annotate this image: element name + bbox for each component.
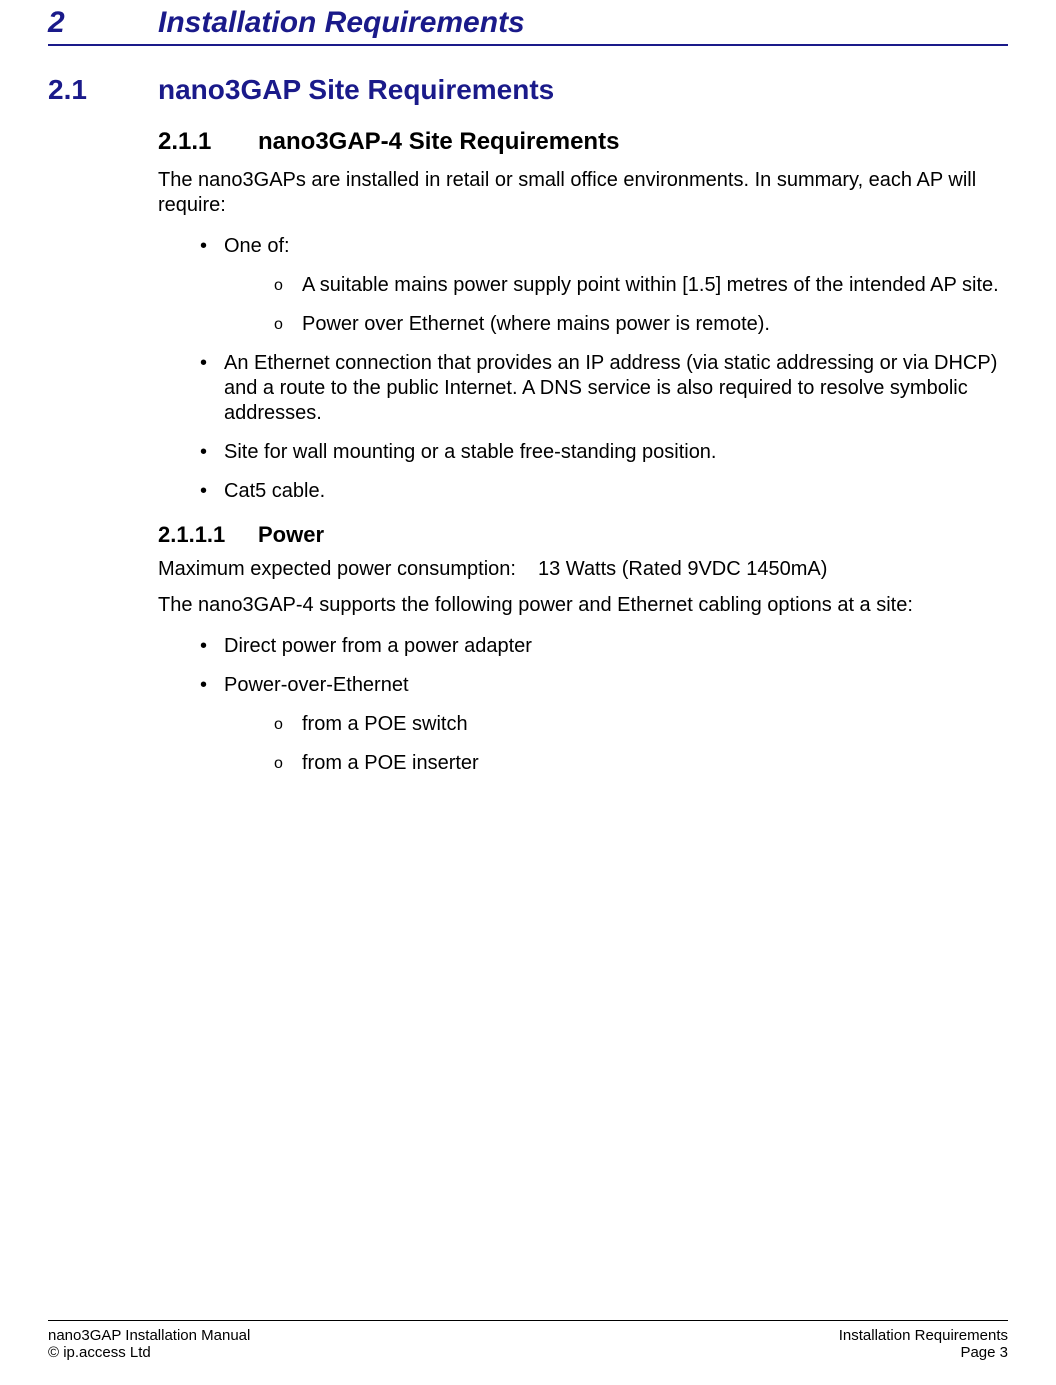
intro-paragraph: The nano3GAPs are installed in retail or… <box>158 168 1008 218</box>
sub-list: from a POE switch from a POE inserter <box>274 712 1008 776</box>
subsubsection-number: 2.1.1.1 <box>158 522 258 548</box>
page-footer: nano3GAP Installation Manual © ip.access… <box>48 1320 1008 1385</box>
list-item: Direct power from a power adapter <box>200 634 1008 659</box>
power-value: 13 Watts (Rated 9VDC 1450mA) <box>538 558 827 581</box>
list-item: Power-over-Ethernet from a POE switch fr… <box>200 673 1008 776</box>
sub-list-item: A suitable mains power supply point with… <box>274 273 1008 298</box>
section-heading: 2.1 nano3GAP Site Requirements <box>48 74 1008 106</box>
requirements-list: One of: A suitable mains power supply po… <box>200 234 1008 504</box>
list-item: One of: A suitable mains power supply po… <box>200 234 1008 337</box>
footer-section-title: Installation Requirements <box>839 1327 1008 1344</box>
chapter-title: Installation Requirements <box>158 6 525 40</box>
list-item: An Ethernet connection that provides an … <box>200 351 1008 426</box>
chapter-heading: 2 Installation Requirements <box>48 0 1008 46</box>
sub-list: A suitable mains power supply point with… <box>274 273 1008 337</box>
chapter-number: 2 <box>48 6 158 40</box>
sub-list-item: from a POE inserter <box>274 751 1008 776</box>
sub-list-item: Power over Ethernet (where mains power i… <box>274 312 1008 337</box>
subsubsection-heading: 2.1.1.1 Power <box>158 522 1008 548</box>
list-item: Site for wall mounting or a stable free-… <box>200 440 1008 465</box>
page-container: 2 Installation Requirements 2.1 nano3GAP… <box>0 0 1056 1385</box>
section-number: 2.1 <box>48 74 158 106</box>
power-options-list: Direct power from a power adapter Power-… <box>200 634 1008 776</box>
subsection-number: 2.1.1 <box>158 128 258 156</box>
footer-page-number: Page 3 <box>839 1344 1008 1361</box>
power-label: Maximum expected power consumption: <box>158 558 538 581</box>
subsection-title: nano3GAP-4 Site Requirements <box>258 128 619 156</box>
footer-copyright: © ip.access Ltd <box>48 1344 250 1361</box>
subsubsection-title: Power <box>258 522 324 548</box>
sub-list-item: from a POE switch <box>274 712 1008 737</box>
list-item: Cat5 cable. <box>200 479 1008 504</box>
footer-right: Installation Requirements Page 3 <box>839 1327 1008 1361</box>
power-intro-paragraph: The nano3GAP-4 supports the following po… <box>158 593 1008 618</box>
content-area: 2 Installation Requirements 2.1 nano3GAP… <box>48 0 1008 1320</box>
footer-left: nano3GAP Installation Manual © ip.access… <box>48 1327 250 1361</box>
section-title: nano3GAP Site Requirements <box>158 74 554 106</box>
footer-doc-title: nano3GAP Installation Manual <box>48 1327 250 1344</box>
list-item-text: One of: <box>224 235 290 257</box>
power-consumption-line: Maximum expected power consumption: 13 W… <box>158 558 1008 581</box>
subsection-heading: 2.1.1 nano3GAP-4 Site Requirements <box>158 128 1008 156</box>
list-item-text: Power-over-Ethernet <box>224 674 409 696</box>
